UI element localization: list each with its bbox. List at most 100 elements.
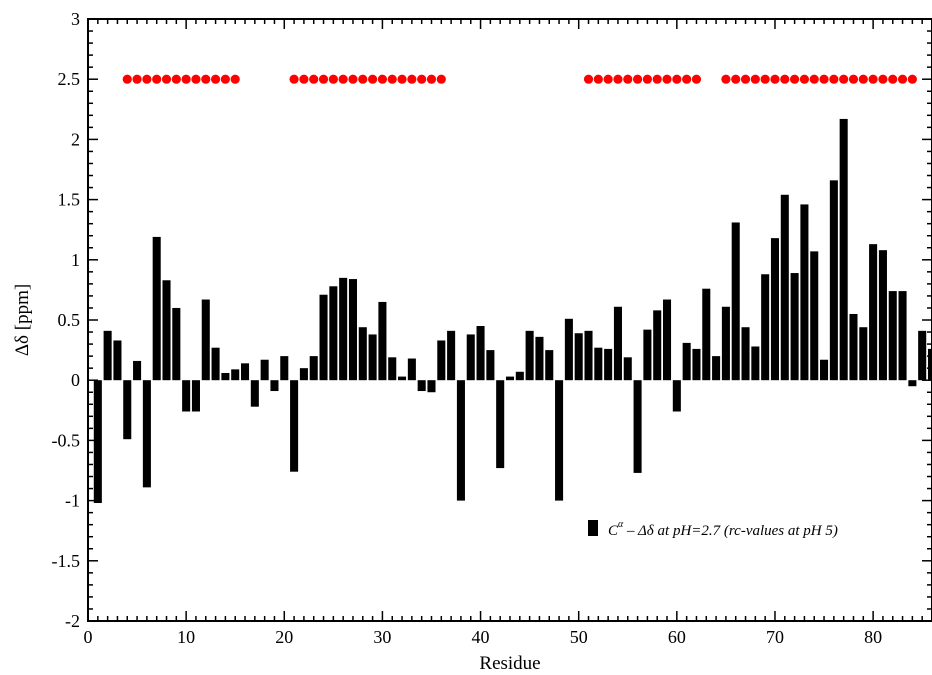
bar-residue-15 xyxy=(231,369,240,381)
marker-residue-34 xyxy=(417,74,427,84)
bar-residue-24 xyxy=(319,294,328,381)
bar-residue-66 xyxy=(731,222,740,381)
marker-residue-9 xyxy=(171,74,181,84)
bar-residue-14 xyxy=(221,372,230,381)
y-tick-label: 3 xyxy=(71,9,80,29)
legend: Cα – Δδ at pH=2.7 (rc-values at pH 5) xyxy=(588,519,838,539)
marker-residue-79 xyxy=(858,74,868,84)
marker-residue-73 xyxy=(799,74,810,84)
marker-residue-12 xyxy=(201,74,211,84)
bar-residue-82 xyxy=(888,291,897,381)
bar-residue-74 xyxy=(810,251,819,381)
bar-residue-44 xyxy=(515,371,524,381)
bar-residue-31 xyxy=(388,357,397,381)
marker-residue-77 xyxy=(839,74,849,84)
bar-residue-27 xyxy=(348,279,357,381)
bar-residue-67 xyxy=(741,327,750,381)
x-tick-label: 50 xyxy=(570,627,588,647)
bar-residue-64 xyxy=(712,356,721,381)
marker-residue-75 xyxy=(819,74,829,84)
x-tick-label: 0 xyxy=(84,627,93,647)
x-tick-label: 30 xyxy=(373,627,391,647)
marker-residue-22 xyxy=(299,74,309,84)
bar-residue-41 xyxy=(486,350,495,381)
bar-residue-47 xyxy=(545,350,554,381)
bar-residue-73 xyxy=(800,204,809,381)
bar-residue-9 xyxy=(172,307,181,381)
bar-residue-81 xyxy=(878,250,887,381)
y-tick-label: -1.5 xyxy=(52,551,81,571)
bar-residue-16 xyxy=(241,363,250,381)
bar-residue-49 xyxy=(564,318,573,381)
marker-residue-68 xyxy=(750,74,760,84)
bar-residue-29 xyxy=(368,334,377,381)
marker-residue-72 xyxy=(790,74,800,84)
bar-residue-26 xyxy=(339,277,348,381)
bar-residue-6 xyxy=(142,380,151,488)
legend-swatch xyxy=(588,520,598,536)
marker-residue-70 xyxy=(770,74,780,84)
bar-residue-80 xyxy=(869,244,878,381)
marker-residue-83 xyxy=(897,74,908,84)
bar-residue-69 xyxy=(761,274,770,381)
y-tick-label: -1 xyxy=(65,491,80,511)
x-tick-label: 80 xyxy=(864,627,882,647)
marker-residue-27 xyxy=(348,74,358,84)
y-tick-label: 1 xyxy=(71,250,80,270)
bar-residue-52 xyxy=(594,347,603,381)
marker-residue-31 xyxy=(387,74,397,84)
bar-residue-53 xyxy=(604,348,613,381)
bar-residue-42 xyxy=(496,380,505,469)
bar-residue-28 xyxy=(358,327,367,381)
marker-residue-61 xyxy=(682,74,692,84)
y-tick-label: 2 xyxy=(71,129,80,149)
bar-residue-58 xyxy=(653,310,662,381)
bar-residue-68 xyxy=(751,346,760,381)
bar-residue-40 xyxy=(476,326,485,381)
x-tick-label: 60 xyxy=(668,627,686,647)
bar-residue-25 xyxy=(329,286,338,381)
marker-residue-60 xyxy=(672,74,682,84)
bar-residue-18 xyxy=(260,359,269,381)
bar-residue-63 xyxy=(702,288,711,381)
bar-residue-70 xyxy=(770,238,779,381)
bar-residue-19 xyxy=(270,380,279,392)
marker-residue-29 xyxy=(368,74,378,84)
bar-residue-79 xyxy=(859,327,868,381)
bar-residue-39 xyxy=(466,334,475,381)
bar-residue-59 xyxy=(663,299,672,381)
bar-residue-37 xyxy=(447,330,456,381)
bar-residue-34 xyxy=(417,380,426,392)
bar-residue-2 xyxy=(103,330,112,381)
bar-residue-46 xyxy=(535,336,544,381)
marker-residue-56 xyxy=(632,74,643,84)
bar-residue-83 xyxy=(898,291,907,381)
marker-residue-82 xyxy=(888,74,898,84)
marker-residue-71 xyxy=(780,74,790,84)
bar-residue-57 xyxy=(643,329,652,381)
bar-residue-71 xyxy=(780,194,789,381)
marker-residue-62 xyxy=(691,74,702,84)
bar-residue-23 xyxy=(309,356,318,381)
marker-residue-30 xyxy=(377,74,388,84)
marker-residue-58 xyxy=(652,74,662,84)
marker-residue-74 xyxy=(809,74,819,84)
marker-residue-53 xyxy=(603,74,613,84)
x-axis-title: Residue xyxy=(479,653,540,674)
bar-residue-55 xyxy=(623,357,632,381)
marker-residue-84 xyxy=(907,74,917,84)
y-tick-label: -0.5 xyxy=(52,430,81,450)
marker-residue-51 xyxy=(583,74,594,84)
markers-layer xyxy=(122,74,917,84)
tick-labels-layer: 0 10 20 30 40 50 60 70 80 -2 -1.5 -1 -0.5 0 0.5 1 1.5 2 2.… xyxy=(52,9,883,647)
bar-residue-65 xyxy=(721,306,730,381)
bar-residue-77 xyxy=(839,118,848,381)
bar-residue-32 xyxy=(398,376,407,381)
marker-residue-33 xyxy=(407,74,417,84)
y-axis-title: Δδ [ppm] xyxy=(12,284,33,356)
bar-residue-17 xyxy=(250,380,259,407)
bar-residue-1 xyxy=(93,380,102,504)
bar-residue-85 xyxy=(918,330,927,381)
marker-residue-69 xyxy=(760,74,770,84)
